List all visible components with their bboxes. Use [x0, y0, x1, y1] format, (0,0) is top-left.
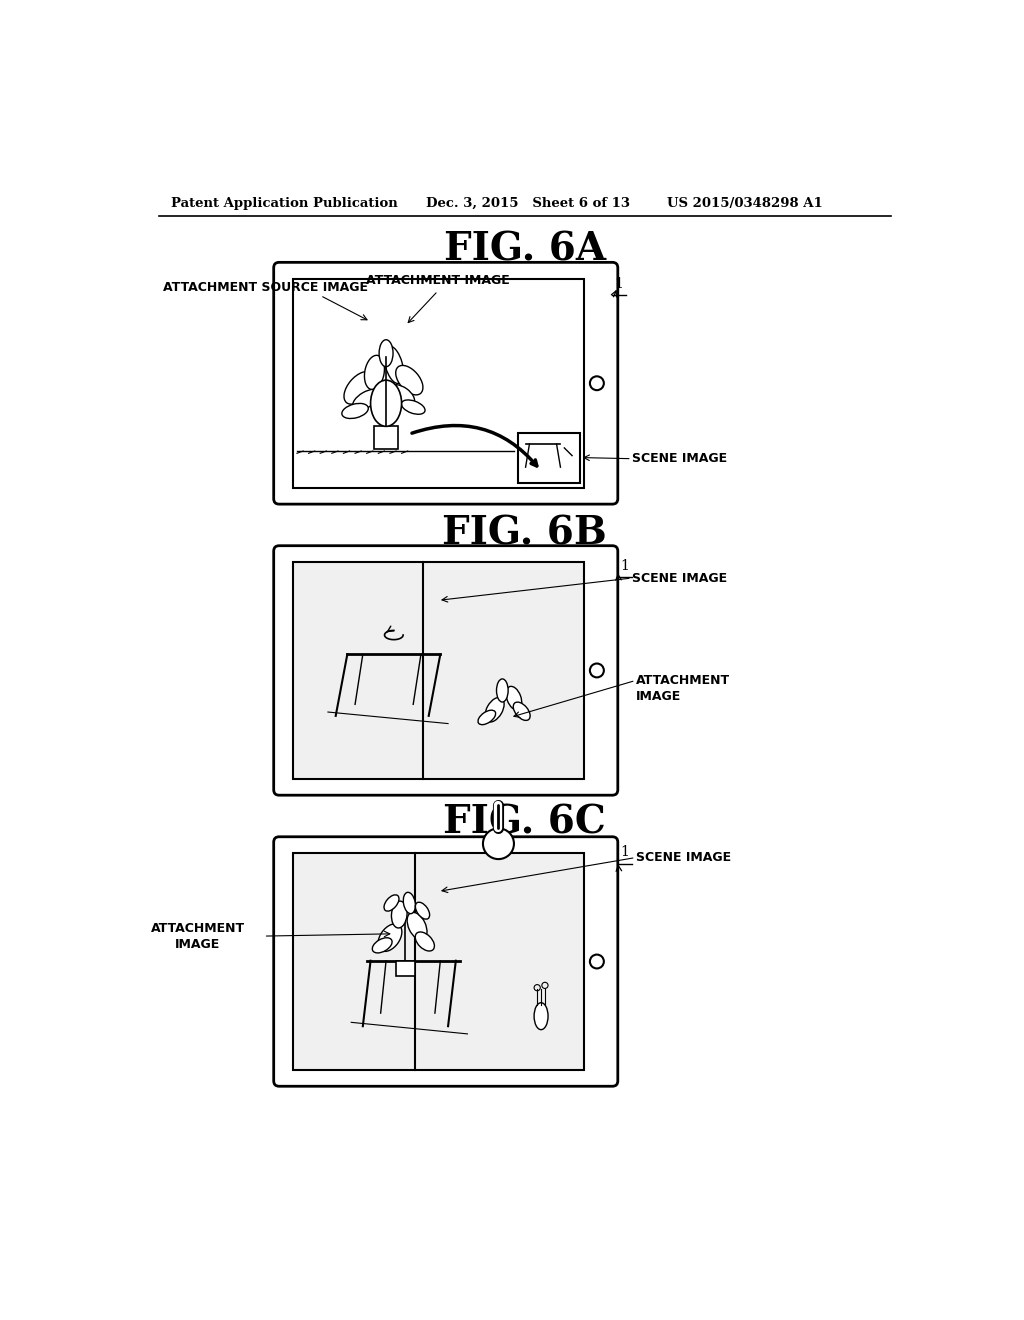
Ellipse shape: [416, 932, 434, 950]
Ellipse shape: [384, 346, 403, 384]
Text: Dec. 3, 2015   Sheet 6 of 13: Dec. 3, 2015 Sheet 6 of 13: [426, 197, 631, 210]
Text: ATTACHMENT SOURCE IMAGE: ATTACHMENT SOURCE IMAGE: [164, 281, 369, 294]
Bar: [293, 853, 584, 1071]
Ellipse shape: [365, 355, 384, 389]
Ellipse shape: [379, 339, 393, 367]
Ellipse shape: [506, 686, 522, 710]
Text: ATTACHMENT
IMAGE: ATTACHMENT IMAGE: [636, 673, 730, 702]
Bar: [293, 562, 584, 779]
Ellipse shape: [352, 389, 381, 409]
Text: ATTACHMENT
IMAGE: ATTACHMENT IMAGE: [151, 921, 245, 950]
Text: Patent Application Publication: Patent Application Publication: [171, 197, 397, 210]
Text: 1: 1: [621, 558, 629, 573]
Bar: [293, 279, 584, 488]
Text: SCENE IMAGE: SCENE IMAGE: [632, 572, 727, 585]
FancyBboxPatch shape: [273, 545, 617, 795]
Ellipse shape: [478, 710, 496, 725]
Ellipse shape: [416, 903, 430, 919]
Ellipse shape: [408, 912, 427, 940]
Text: FIG. 6C: FIG. 6C: [443, 803, 606, 841]
Ellipse shape: [373, 937, 392, 953]
Text: 1: 1: [621, 845, 629, 859]
Ellipse shape: [344, 371, 374, 404]
Ellipse shape: [371, 380, 401, 426]
Text: SCENE IMAGE: SCENE IMAGE: [632, 453, 727, 465]
Ellipse shape: [497, 678, 508, 702]
Bar: [375, 426, 397, 449]
FancyBboxPatch shape: [273, 837, 617, 1086]
Ellipse shape: [395, 366, 423, 395]
Ellipse shape: [388, 384, 415, 407]
Ellipse shape: [535, 1003, 548, 1030]
Ellipse shape: [384, 895, 399, 911]
Ellipse shape: [342, 404, 369, 418]
Text: US 2015/0348298 A1: US 2015/0348298 A1: [667, 197, 822, 210]
Ellipse shape: [403, 892, 416, 913]
Bar: [518, 433, 580, 483]
Ellipse shape: [391, 902, 408, 928]
Circle shape: [483, 829, 514, 859]
FancyBboxPatch shape: [273, 263, 617, 504]
Ellipse shape: [378, 924, 401, 952]
Text: SCENE IMAGE: SCENE IMAGE: [636, 851, 731, 865]
Text: FIG. 6B: FIG. 6B: [442, 515, 607, 552]
Ellipse shape: [401, 400, 425, 414]
Ellipse shape: [485, 697, 504, 722]
Text: FIG. 6A: FIG. 6A: [443, 230, 606, 268]
Text: 1: 1: [614, 277, 623, 290]
Bar: [396, 961, 415, 977]
Ellipse shape: [513, 702, 530, 721]
Text: ATTACHMENT IMAGE: ATTACHMENT IMAGE: [367, 273, 510, 286]
